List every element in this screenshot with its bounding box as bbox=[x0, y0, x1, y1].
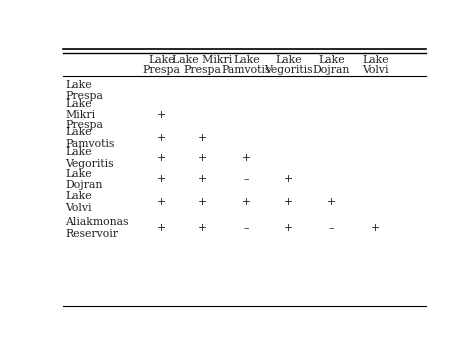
Text: Dojran: Dojran bbox=[65, 180, 102, 190]
Text: Pamvotis: Pamvotis bbox=[221, 65, 270, 75]
Text: Dojran: Dojran bbox=[312, 65, 349, 75]
Text: Lake: Lake bbox=[232, 55, 259, 64]
Text: +: + bbox=[284, 174, 293, 184]
Text: Prespa: Prespa bbox=[183, 65, 220, 75]
Text: +: + bbox=[157, 197, 166, 207]
Text: +: + bbox=[241, 153, 250, 163]
Text: Lake: Lake bbox=[65, 79, 91, 90]
Text: +: + bbox=[197, 153, 206, 163]
Text: +: + bbox=[241, 197, 250, 207]
Text: +: + bbox=[197, 223, 206, 233]
Text: Prespa: Prespa bbox=[142, 65, 180, 75]
Text: Vegoritis: Vegoritis bbox=[65, 159, 114, 169]
Text: Reservoir: Reservoir bbox=[65, 229, 118, 239]
Text: Lake: Lake bbox=[362, 55, 388, 64]
Text: +: + bbox=[370, 223, 379, 233]
Text: Lake Mikri: Lake Mikri bbox=[171, 55, 232, 64]
Text: Prespa: Prespa bbox=[65, 91, 103, 102]
Text: +: + bbox=[326, 197, 335, 207]
Text: Pamvotis: Pamvotis bbox=[65, 139, 114, 149]
Text: +: + bbox=[157, 133, 166, 143]
Text: +: + bbox=[157, 174, 166, 184]
Text: +: + bbox=[157, 110, 166, 120]
Text: Lake: Lake bbox=[317, 55, 344, 64]
Text: –: – bbox=[243, 223, 248, 233]
Text: Lake: Lake bbox=[65, 127, 91, 137]
Text: +: + bbox=[157, 223, 166, 233]
Text: Lake: Lake bbox=[148, 55, 174, 64]
Text: Lake: Lake bbox=[65, 168, 91, 178]
Text: Volvi: Volvi bbox=[65, 203, 91, 213]
Text: Lake: Lake bbox=[65, 147, 91, 157]
Text: +: + bbox=[284, 197, 293, 207]
Text: Prespa: Prespa bbox=[65, 120, 103, 131]
Text: Lake: Lake bbox=[65, 191, 91, 201]
Text: Mikri: Mikri bbox=[65, 110, 95, 120]
Text: Lake: Lake bbox=[275, 55, 301, 64]
Text: +: + bbox=[284, 223, 293, 233]
Text: Volvi: Volvi bbox=[362, 65, 388, 75]
Text: –: – bbox=[328, 223, 333, 233]
Text: Aliakmonas: Aliakmonas bbox=[65, 217, 129, 227]
Text: –: – bbox=[243, 174, 248, 184]
Text: +: + bbox=[157, 153, 166, 163]
Text: +: + bbox=[197, 174, 206, 184]
Text: Vegoritis: Vegoritis bbox=[264, 65, 312, 75]
Text: +: + bbox=[197, 133, 206, 143]
Text: Lake: Lake bbox=[65, 99, 91, 109]
Text: +: + bbox=[197, 197, 206, 207]
